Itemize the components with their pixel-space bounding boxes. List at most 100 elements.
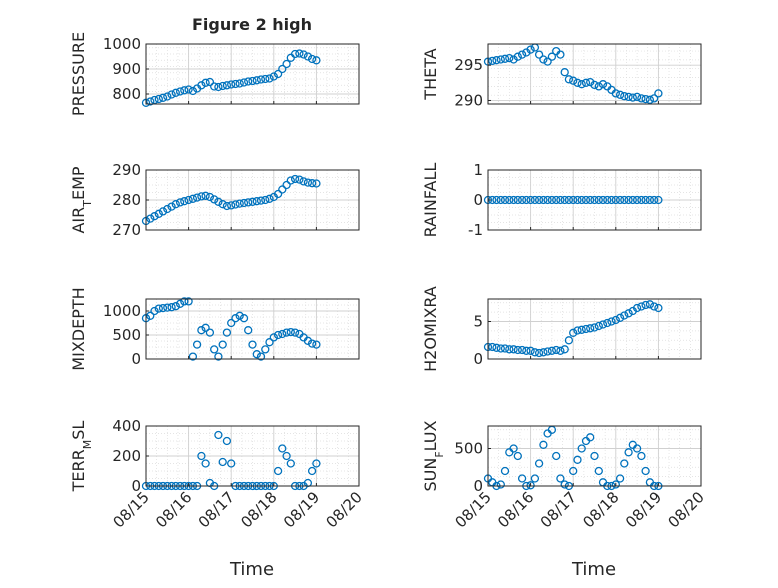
y-axis-label: TERRMSL [69,421,94,493]
data-point [278,185,287,194]
y-axis-label-main: AIR [69,207,88,234]
data-point [269,72,278,81]
data-point [586,195,595,205]
data-point [632,303,642,313]
data-point [214,352,223,361]
data-point [649,302,659,311]
data-point [265,338,274,347]
data-point [603,195,612,205]
data-point [210,195,219,204]
x-tick-label: 08/17 [537,488,580,531]
data-point [649,195,659,205]
data-point [534,459,544,468]
y-axis-label-main: TERR [69,449,88,492]
data-point [184,297,193,306]
data-point [167,202,176,211]
data-point [569,76,578,85]
data-point [222,81,232,90]
data-point [560,68,569,77]
data-point [598,320,608,329]
data-point [500,466,510,476]
y-axis-label-main: RAINFALL [421,163,440,238]
data-point [534,195,544,205]
data-point [590,451,599,461]
data-point [505,195,514,205]
data-point [261,345,270,354]
data-point [205,328,215,337]
data-point [184,85,193,94]
data-point [273,69,283,79]
data-point [496,55,505,64]
y-axis-label: AIRTEMP [69,166,94,233]
data-point [624,195,633,205]
data-point [175,87,185,96]
data-point [231,79,240,89]
data-point [564,195,574,205]
data-point [615,313,625,322]
data-point [244,77,253,86]
data-point [530,348,540,357]
data-point [620,92,629,101]
data-point [227,80,236,89]
data-point [522,346,531,355]
data-point [649,94,659,103]
y-axis-label-subscript: M [81,440,94,450]
data-point [286,327,295,337]
data-point [594,466,603,476]
data-point [171,302,180,311]
data-point [214,197,223,206]
data-point [543,195,552,205]
data-point [171,200,180,209]
data-point [539,348,548,357]
data-point [513,451,522,461]
data-point [239,78,249,87]
y-axis-label-rest: LUX [421,420,440,451]
y-axis-label: MIXDEPTH [69,287,88,370]
data-point [628,195,637,205]
data-point [180,86,189,95]
data-point [607,317,616,326]
data-point [526,481,535,490]
figure-title: Figure 2 high [192,15,312,34]
axes-frame [145,298,360,360]
data-point [654,89,663,98]
data-point [282,328,291,337]
data-point [581,78,591,87]
data-point [235,199,244,208]
data-point [146,214,155,223]
data-point [611,315,620,325]
data-point [530,195,540,205]
data-point [192,340,202,349]
data-point [632,444,642,453]
data-point [492,343,501,352]
y-axis-label-rest: EMP [69,166,88,200]
data-point [526,45,535,54]
x-axis-label-right: Time [571,559,616,580]
data-point [248,340,257,349]
data-point [509,444,518,453]
data-point [197,192,206,201]
data-point [547,346,557,355]
data-point [513,195,522,205]
data-point [637,195,646,205]
data-point [581,195,591,205]
y-tick-label: 5 [473,313,483,331]
data-point [290,328,300,337]
data-point [175,198,185,207]
data-point [201,323,210,332]
data-point [624,309,633,318]
x-tick-label: 08/16 [152,488,195,531]
data-point [192,193,202,202]
data-point [496,344,505,353]
data-point [598,80,608,89]
x-tick-label: 08/16 [494,488,537,531]
data-point [307,54,317,64]
data-point [163,303,172,312]
y-tick-label: 290 [454,91,483,109]
data-point [167,303,176,312]
data-point [197,451,206,461]
data-point [312,340,321,349]
y-axis-label-subscript: T [81,200,94,208]
data-point [560,195,569,205]
subplot-2: 270 280 290 AIRTEMP [69,161,360,239]
